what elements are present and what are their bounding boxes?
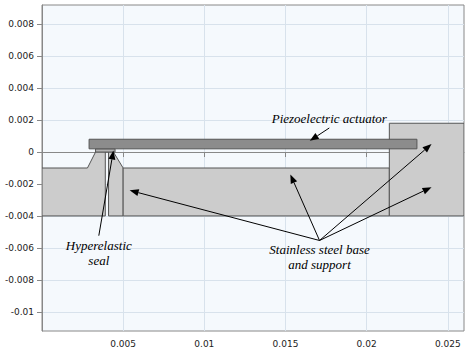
svg-text:0.005: 0.005 bbox=[110, 339, 136, 349]
svg-text:0.002: 0.002 bbox=[8, 115, 34, 125]
svg-text:Hyperelastic: Hyperelastic bbox=[65, 238, 132, 253]
svg-text:-0.004: -0.004 bbox=[5, 211, 34, 221]
svg-text:Piezoelectric actuator: Piezoelectric actuator bbox=[271, 111, 388, 126]
svg-text:Stainless steel base: Stainless steel base bbox=[269, 242, 370, 257]
svg-text:0.015: 0.015 bbox=[273, 339, 299, 349]
svg-text:-0.008: -0.008 bbox=[5, 275, 34, 285]
svg-text:0.025: 0.025 bbox=[435, 339, 461, 349]
svg-text:-0.01: -0.01 bbox=[11, 307, 34, 317]
svg-text:-0.006: -0.006 bbox=[5, 243, 34, 253]
svg-text:0.01: 0.01 bbox=[194, 339, 214, 349]
svg-text:0.006: 0.006 bbox=[8, 51, 34, 61]
svg-text:0: 0 bbox=[28, 147, 34, 157]
svg-text:seal: seal bbox=[88, 253, 109, 268]
svg-text:0.008: 0.008 bbox=[8, 19, 34, 29]
svg-text:0.02: 0.02 bbox=[357, 339, 377, 349]
svg-text:0.004: 0.004 bbox=[8, 83, 34, 93]
svg-text:-0.002: -0.002 bbox=[5, 179, 34, 189]
svg-text:and support: and support bbox=[288, 257, 351, 272]
